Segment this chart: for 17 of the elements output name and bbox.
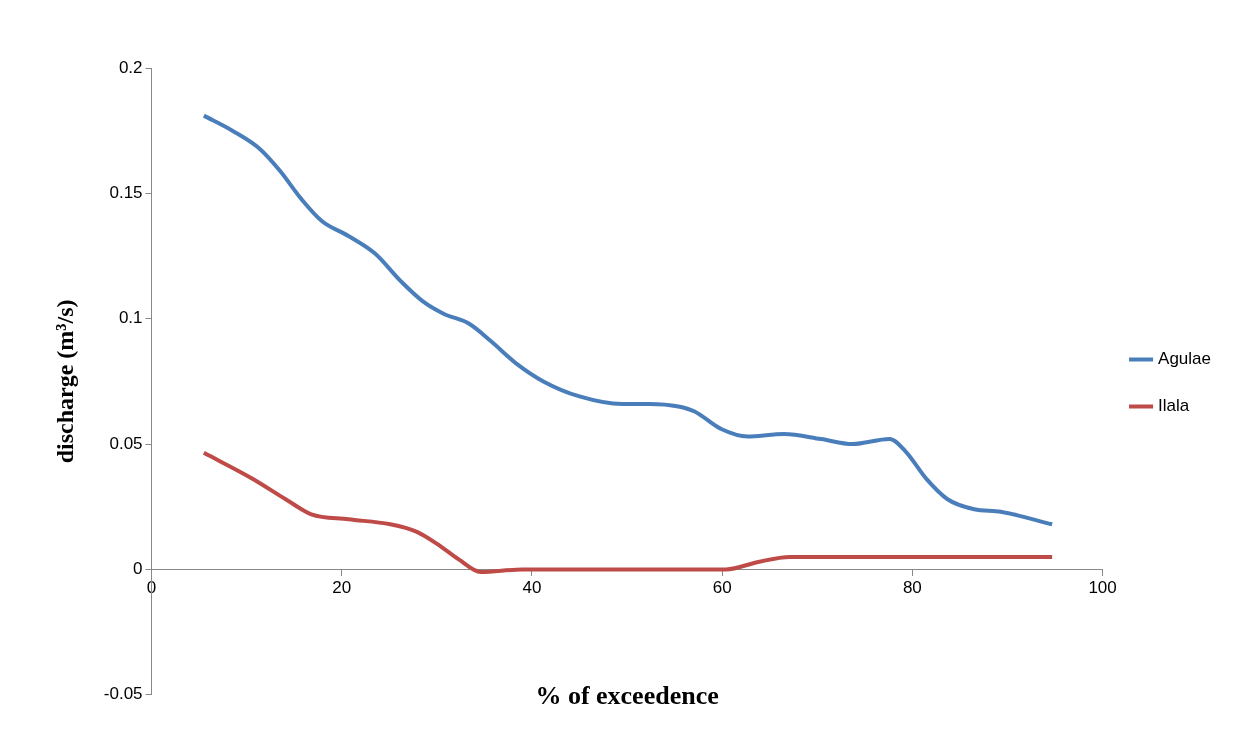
x-tick-label: 100 [1088, 578, 1117, 598]
legend-label: Agulae [1158, 349, 1211, 369]
x-tick-label: 60 [712, 578, 732, 598]
y-tick-label: 0.1 [118, 308, 143, 328]
line-series [201, 113, 1055, 527]
y-tick-label: 0 [133, 559, 143, 579]
y-tick-label: 0.2 [118, 57, 143, 77]
x-tick-label: 20 [332, 578, 352, 598]
y-tick-label: -0.05 [103, 684, 143, 704]
x-tick-label: 40 [522, 578, 542, 598]
x-tick-label: 80 [902, 578, 922, 598]
legend-label: Ilala [1158, 396, 1190, 416]
y-tick-label: 0.05 [109, 433, 143, 453]
y-axis-title: discharge (m³/s) [51, 299, 78, 464]
line-series [201, 450, 1055, 574]
x-axis-title: % of exceedence [535, 681, 719, 711]
y-tick-label: 0.15 [109, 183, 143, 203]
